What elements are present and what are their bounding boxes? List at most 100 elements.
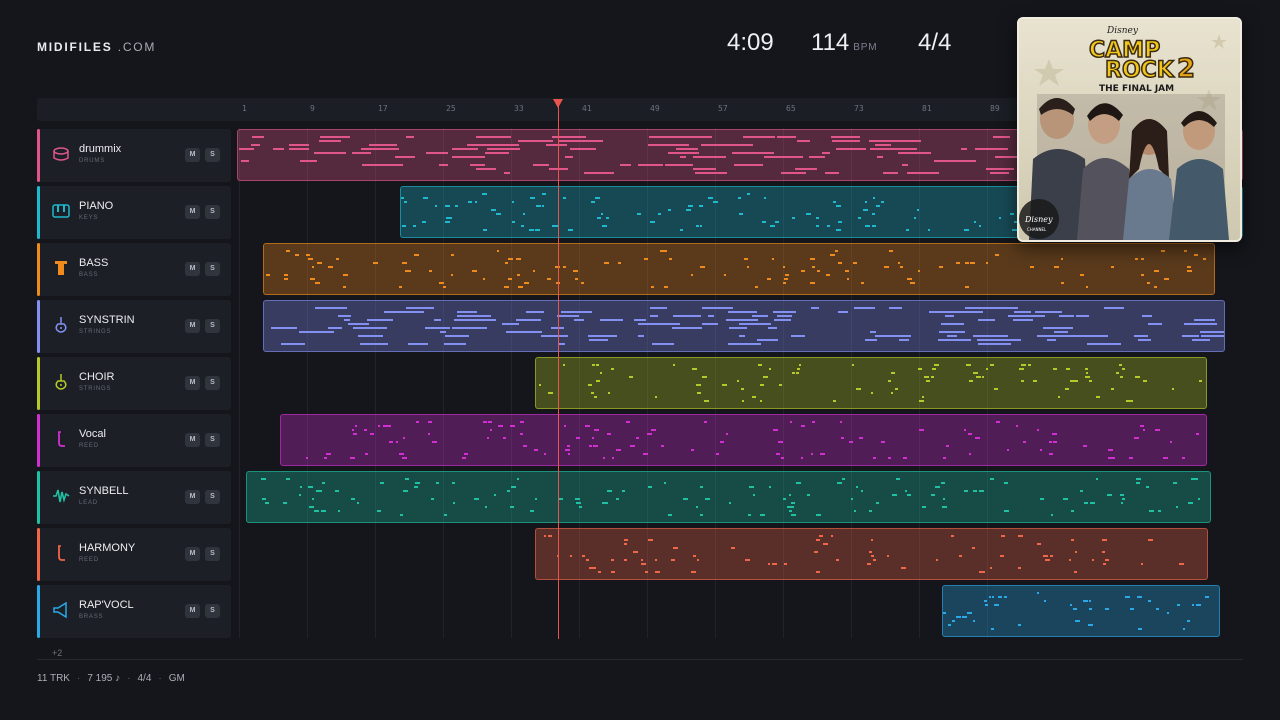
- more-tracks-indicator[interactable]: +2: [52, 648, 63, 658]
- midi-note: [1102, 539, 1107, 541]
- midi-note: [488, 152, 509, 154]
- midi-note: [995, 254, 999, 256]
- midi-note: [777, 315, 792, 317]
- mute-button[interactable]: M: [185, 376, 200, 390]
- midi-note: [1030, 266, 1034, 268]
- solo-button[interactable]: S: [205, 604, 220, 618]
- solo-button[interactable]: S: [205, 433, 220, 447]
- midi-note: [743, 136, 775, 138]
- midi-note: [338, 315, 351, 317]
- midi-note: [295, 254, 299, 256]
- brand-logo[interactable]: MIDIFILES .COM: [37, 40, 157, 54]
- track-color-stripe: [37, 243, 40, 296]
- midi-note: [773, 311, 796, 313]
- midi-note: [889, 307, 902, 309]
- midi-clip[interactable]: [246, 471, 1211, 523]
- track-header[interactable]: RAP'VOCL BRASS M S: [37, 585, 231, 638]
- midi-note: [1044, 600, 1046, 602]
- midi-note: [630, 445, 634, 447]
- midi-note: [739, 152, 771, 154]
- solo-button[interactable]: S: [205, 547, 220, 561]
- midi-note: [367, 319, 393, 321]
- midi-note: [817, 270, 820, 272]
- solo-button[interactable]: S: [205, 376, 220, 390]
- mute-button[interactable]: M: [185, 547, 200, 561]
- midi-note: [444, 514, 447, 516]
- track-header[interactable]: HARMONY REED M S: [37, 528, 231, 581]
- midi-note: [1043, 327, 1073, 329]
- solo-button[interactable]: S: [205, 205, 220, 219]
- midi-note: [1092, 559, 1094, 561]
- mute-button[interactable]: M: [185, 433, 200, 447]
- midi-note: [563, 266, 566, 268]
- midi-note: [990, 172, 1009, 174]
- mute-button[interactable]: M: [185, 205, 200, 219]
- timeline-ruler[interactable]: 1 9 17 25 33 41 49 57 65 73 81 89: [37, 98, 1243, 121]
- midi-note: [524, 282, 529, 284]
- midi-note: [608, 392, 610, 394]
- midi-note: [1004, 482, 1008, 484]
- track-header[interactable]: CHOIR STRINGS M S: [37, 357, 231, 410]
- solo-button[interactable]: S: [205, 319, 220, 333]
- midi-note: [696, 506, 698, 508]
- track-header[interactable]: SYNSTRIN STRINGS M S: [37, 300, 231, 353]
- solo-button[interactable]: S: [205, 490, 220, 504]
- midi-note: [1073, 335, 1108, 337]
- track-instrument-type: STRINGS: [79, 386, 112, 392]
- bar-gridline: [783, 128, 784, 638]
- midi-note: [986, 368, 988, 370]
- midi-note: [1023, 441, 1026, 443]
- midi-note: [314, 510, 319, 512]
- midi-note: [592, 364, 595, 366]
- midi-note: [616, 498, 619, 500]
- midi-note: [645, 571, 648, 573]
- mute-button[interactable]: M: [185, 490, 200, 504]
- midi-clip[interactable]: [535, 357, 1207, 409]
- solo-button[interactable]: S: [205, 148, 220, 162]
- midi-note: [760, 384, 764, 386]
- midi-note: [809, 156, 825, 158]
- mute-button[interactable]: M: [185, 604, 200, 618]
- midi-note: [624, 559, 627, 561]
- midi-note: [729, 144, 753, 146]
- mute-button[interactable]: M: [185, 262, 200, 276]
- solo-button[interactable]: S: [205, 262, 220, 276]
- track-header[interactable]: drummix DRUMS M S: [37, 129, 231, 182]
- track-header[interactable]: SYNBELL LEAD M S: [37, 471, 231, 524]
- track-header[interactable]: PIANO KEYS M S: [37, 186, 231, 239]
- midi-note: [965, 286, 969, 288]
- midi-note: [995, 156, 1024, 158]
- mute-button[interactable]: M: [185, 148, 200, 162]
- midi-note: [573, 270, 578, 272]
- midi-clip[interactable]: [263, 243, 1215, 295]
- bar-gridline: [987, 128, 988, 638]
- track-header[interactable]: Vocal REED M S: [37, 414, 231, 467]
- midi-note: [1047, 339, 1056, 341]
- midi-note: [510, 506, 514, 508]
- midi-note: [1087, 343, 1121, 345]
- mute-button[interactable]: M: [185, 319, 200, 333]
- midi-note: [485, 152, 492, 154]
- midi-note: [422, 221, 426, 223]
- midi-note: [358, 335, 383, 337]
- track-instrument-type: LEAD: [79, 500, 98, 506]
- midi-note: [1049, 453, 1053, 455]
- midi-clip[interactable]: [263, 300, 1225, 352]
- track-header[interactable]: BASS BASS M S: [37, 243, 231, 296]
- duration-readout: 4:09: [727, 29, 774, 56]
- midi-note: [1043, 555, 1048, 557]
- playhead-line[interactable]: [558, 99, 559, 639]
- midi-note: [749, 486, 754, 488]
- midi-note: [1158, 510, 1161, 512]
- midi-note: [1073, 380, 1078, 382]
- midi-note: [835, 250, 838, 252]
- midi-clip[interactable]: [280, 414, 1207, 466]
- playhead-marker[interactable]: [553, 99, 563, 108]
- midi-note: [544, 535, 546, 537]
- midi-note: [990, 339, 1021, 341]
- midi-note: [384, 311, 409, 313]
- midi-note: [641, 559, 643, 561]
- midi-clip[interactable]: [535, 528, 1208, 580]
- midi-note: [504, 172, 510, 174]
- midi-clip[interactable]: [942, 585, 1220, 637]
